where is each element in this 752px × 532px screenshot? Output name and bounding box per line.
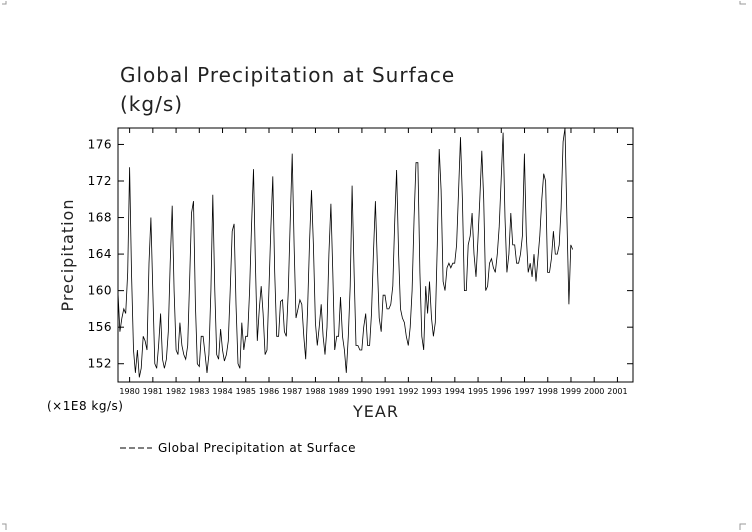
x-tick-label: 1980	[119, 387, 139, 396]
x-tick-label: 1990	[352, 387, 372, 396]
x-tick-label: 1982	[166, 387, 186, 396]
crop-mark-bottom-right	[739, 523, 746, 530]
y-tick-label: 164	[88, 247, 112, 261]
plot-frame	[117, 127, 634, 383]
x-tick-label: 1981	[143, 387, 163, 396]
x-tick-label: 1994	[445, 387, 465, 396]
crop-mark-top-right	[739, 1, 746, 5]
x-tick-label: 1989	[329, 387, 349, 396]
x-tick-label: 1984	[212, 387, 232, 396]
x-tick-label: 1987	[282, 387, 302, 396]
scale-note: (×1E8 kg/s)	[47, 399, 123, 413]
x-tick-label: 1991	[375, 387, 395, 396]
y-tick-label: 160	[88, 284, 112, 298]
crop-mark-bottom-left	[2, 523, 7, 530]
x-tick-label: 1996	[491, 387, 511, 396]
series-line-global-precipitation	[117, 127, 574, 378]
x-tick-label: 1998	[538, 387, 558, 396]
chart-units: (kg/s)	[120, 92, 183, 116]
y-tick-label: 152	[88, 357, 112, 371]
x-tick-label: 1986	[259, 387, 279, 396]
x-tick-label: 1999	[561, 387, 581, 396]
x-axis-label: YEAR	[352, 402, 399, 421]
x-axis: 1980 1981 1982 1983 1984 1985 1986 1987 1988 1989…	[119, 128, 628, 396]
y-axis-label: Precipitation	[58, 198, 77, 311]
x-tick-label: 1992	[398, 387, 418, 396]
y-tick-label: 156	[88, 320, 112, 334]
x-tick-label: 1993	[421, 387, 441, 396]
x-tick-label: 1995	[468, 387, 488, 396]
x-tick-label: 2001	[607, 387, 627, 396]
x-tick-label: 1985	[236, 387, 256, 396]
x-tick-label: 1988	[305, 387, 325, 396]
y-tick-label: 172	[88, 174, 112, 188]
chart-title: Global Precipitation at Surface	[120, 63, 455, 87]
y-tick-label: 176	[88, 137, 112, 151]
x-tick-label: 1997	[514, 387, 534, 396]
y-axis: 152 156 160 164 168 172 176	[88, 137, 633, 371]
y-tick-label: 168	[88, 211, 112, 225]
x-tick-label: 1983	[189, 387, 209, 396]
crop-mark-top-left	[2, 1, 7, 5]
x-tick-label: 2000	[584, 387, 604, 396]
legend-label: Global Precipitation at Surface	[158, 441, 356, 455]
